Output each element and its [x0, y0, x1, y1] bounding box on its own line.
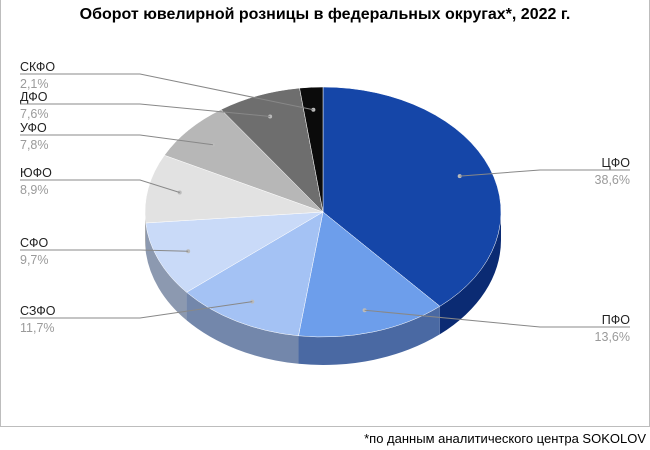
- slice-label-6: ДФО: [20, 90, 48, 104]
- pie-slice-0: [322, 86, 502, 307]
- slice-value-2: 11,7%: [20, 321, 55, 335]
- leader-line-0: [459, 169, 630, 177]
- slice-value-5: 7,8%: [20, 138, 49, 152]
- leader-line-5: [20, 134, 213, 146]
- chart-title: Оборот ювелирной розницы в федеральных о…: [79, 6, 571, 23]
- slice-label-5: УФО: [20, 121, 47, 135]
- pie-chart: ЦФО 38,6% ПФО 13,6% СЗФО 11,7% СФО 9,7% ЮФО 8,9% У…: [20, 60, 631, 365]
- slice-value-0: 38,6%: [595, 173, 630, 187]
- pie-side-2: [186, 292, 299, 364]
- pie-slice-4: [144, 154, 324, 224]
- leader-line-1: [364, 309, 630, 328]
- leader-line-7: [20, 73, 314, 111]
- leader-line-2: [20, 301, 253, 319]
- pie-slice-3: [145, 211, 324, 293]
- slice-value-3: 9,7%: [20, 253, 49, 267]
- pie-slice-2: [186, 211, 324, 337]
- pie-side-1: [298, 306, 440, 365]
- slice-label-2: СЗФО: [20, 304, 56, 318]
- pie-slice-7: [299, 86, 324, 213]
- pie-slice-1: [298, 211, 441, 338]
- leader-line-3: [20, 249, 189, 252]
- slice-label-7: СКФО: [20, 60, 55, 74]
- slice-value-1: 13,6%: [595, 330, 630, 344]
- slice-label-3: СФО: [20, 236, 49, 250]
- leader-line-6: [20, 103, 271, 117]
- slice-value-6: 7,6%: [20, 107, 49, 121]
- slice-label-4: ЮФО: [20, 166, 52, 180]
- slice-label-0: ЦФО: [602, 156, 631, 170]
- pie-side-0: [439, 212, 501, 335]
- slice-value-7: 2,1%: [20, 77, 49, 91]
- slice-label-1: ПФО: [602, 313, 630, 327]
- leader-line-4: [20, 179, 180, 193]
- footnote: *по данным аналитического центра SOKOLOV: [364, 431, 646, 446]
- slice-value-4: 8,9%: [20, 183, 49, 197]
